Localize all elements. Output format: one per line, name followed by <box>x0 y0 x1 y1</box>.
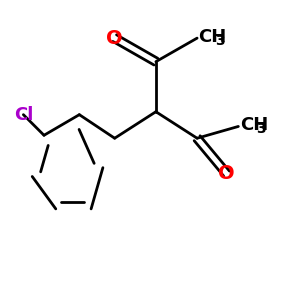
Text: O: O <box>106 28 123 48</box>
Text: CH: CH <box>240 116 268 134</box>
Text: CH: CH <box>199 28 227 46</box>
Text: 3: 3 <box>256 122 266 136</box>
Text: 3: 3 <box>215 34 225 48</box>
Text: Cl: Cl <box>14 106 33 124</box>
Text: O: O <box>218 164 235 183</box>
